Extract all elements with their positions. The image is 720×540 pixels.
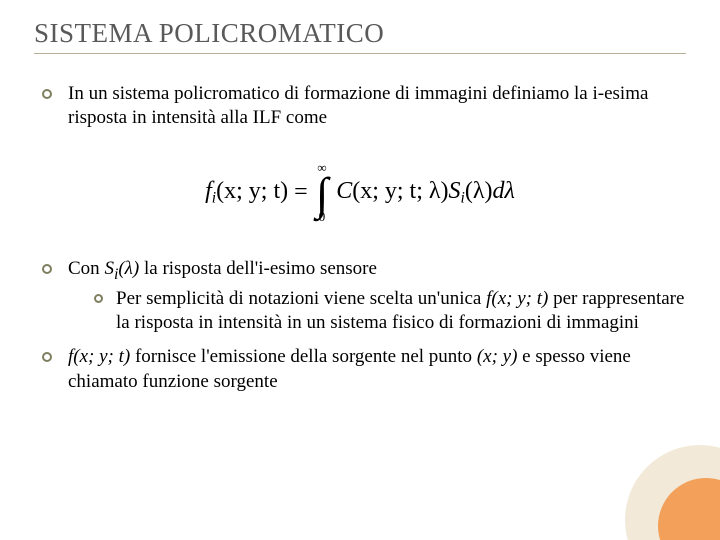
bullet-2-sublist: Per semplicità di notazioni viene scelta… [68,287,686,336]
bullet-3: f(x; y; t) fornisce l'emissione della so… [42,345,686,394]
bullet-2-sub: Per semplicità di notazioni viene scelta… [94,287,686,336]
bullet-2-si-arg: (λ) [118,258,139,279]
corner-inner-circle [658,478,720,540]
bullet-2-pre: Con [68,258,104,279]
integral-icon: ∫ [316,173,329,214]
bullet-list: In un sistema policromatico di formazion… [34,82,686,131]
bullet-2-si-base: S [104,258,114,279]
page-title: SISTEMA POLICROMATICO [34,18,686,49]
bullet-3-f: f(x; y; t) [68,346,130,367]
slide: SISTEMA POLICROMATICO In un sistema poli… [0,0,720,540]
bullet-2: Con Si(λ) la risposta dell'i-esimo senso… [42,257,686,336]
eq-c-args: (x; y; t; λ) [352,178,448,204]
bullet-1-text: In un sistema policromatico di formazion… [68,83,648,128]
title-rule [34,53,686,54]
bullet-3-mid: fornisce l'emissione della sorgente nel … [130,346,477,367]
bullet-2-sub-pre: Per semplicità di notazioni viene scelta… [116,288,486,309]
eq-lhs-args: (x; y; t) [216,178,288,204]
eq-dlambda: dλ [492,178,514,204]
eq-integrand: C(x; y; t; λ)Si(λ)dλ [336,176,515,209]
corner-decoration [630,450,720,540]
bullet-2-post: la risposta dell'i-esimo sensore [139,258,377,279]
eq-f: f [205,178,212,204]
equation-block: fi(x; y; t) = ∞ ∫ 0 C(x; y; t; λ)Si(λ)dλ [34,163,686,223]
eq-equals: = [294,177,308,208]
eq-s: S [449,178,461,204]
content-body: In un sistema policromatico di formazion… [34,82,686,394]
eq-lhs: fi(x; y; t) [205,176,288,209]
eq-s-args: (λ) [465,178,493,204]
equation: fi(x; y; t) = ∞ ∫ 0 C(x; y; t; λ)Si(λ)dλ [205,163,515,223]
bullet-2-sub-f: f(x; y; t) [486,288,548,309]
eq-c: C [336,178,352,204]
bullet-1: In un sistema policromatico di formazion… [42,82,686,131]
bullet-2-si: Si(λ) [104,258,139,279]
corner-outer-circle [625,445,720,540]
eq-int-lower: 0 [319,212,326,223]
bullet-list-2: Con Si(λ) la risposta dell'i-esimo senso… [34,257,686,394]
eq-integral: ∞ ∫ 0 [316,163,329,223]
bullet-3-xy: (x; y) [477,346,518,367]
